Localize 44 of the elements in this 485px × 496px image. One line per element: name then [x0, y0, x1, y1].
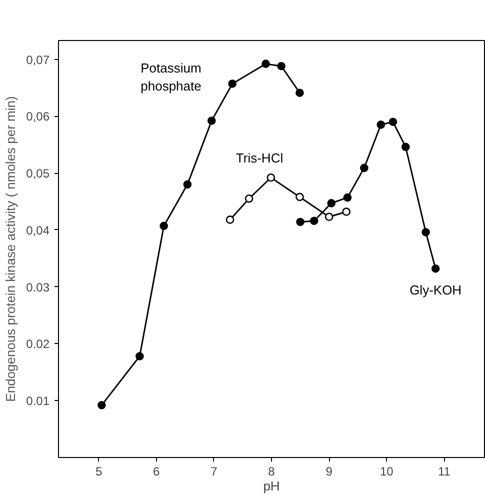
- point: [244, 194, 254, 203]
- point: [296, 88, 304, 97]
- x-axis-title: pH: [263, 478, 280, 494]
- y-tick-label: 0.02: [26, 337, 50, 352]
- x-tick-label: 10: [380, 464, 394, 478]
- point: [262, 60, 270, 68]
- y-axis-title: Endogenous protein kinase activity ( nmoles per min): [3, 96, 18, 402]
- point: [183, 180, 192, 189]
- x-tick-label: 5: [95, 464, 102, 478]
- point: [296, 192, 304, 202]
- point: [422, 228, 430, 236]
- x-tick-label: 11: [438, 464, 451, 478]
- point: [160, 222, 168, 230]
- x-tick-label: 6: [153, 464, 160, 478]
- x-tick-label: 9: [326, 464, 333, 478]
- x-tick-label: 7: [210, 464, 218, 478]
- point: [343, 193, 352, 202]
- point: [376, 120, 386, 129]
- point: [324, 212, 334, 221]
- point: [296, 218, 304, 226]
- x-tick-label: 8: [268, 464, 276, 478]
- point: [266, 173, 276, 182]
- series-label: Tris-HCl: [236, 150, 284, 166]
- point: [342, 208, 350, 216]
- point: [431, 264, 440, 273]
- point: [401, 142, 410, 152]
- point: [228, 80, 237, 88]
- y-tick-label: 0,07: [26, 52, 50, 67]
- point: [388, 118, 398, 126]
- point: [310, 216, 318, 225]
- point: [98, 401, 106, 410]
- y-tick-label: 0,05: [26, 166, 50, 181]
- point: [360, 164, 368, 172]
- y-tick-label: 0,04: [26, 223, 50, 238]
- y-tick-label: 0.01: [26, 394, 50, 408]
- y-tick-label: 0,06: [26, 110, 50, 124]
- series-label: Potassium phosphate: [140, 60, 202, 94]
- series-label: Gly-KOH: [410, 282, 462, 298]
- point: [277, 62, 286, 70]
- y-tick-label: 0.03: [26, 280, 50, 294]
- point: [327, 199, 336, 208]
- point: [136, 352, 144, 360]
- point: [207, 116, 216, 125]
- point: [226, 216, 234, 224]
